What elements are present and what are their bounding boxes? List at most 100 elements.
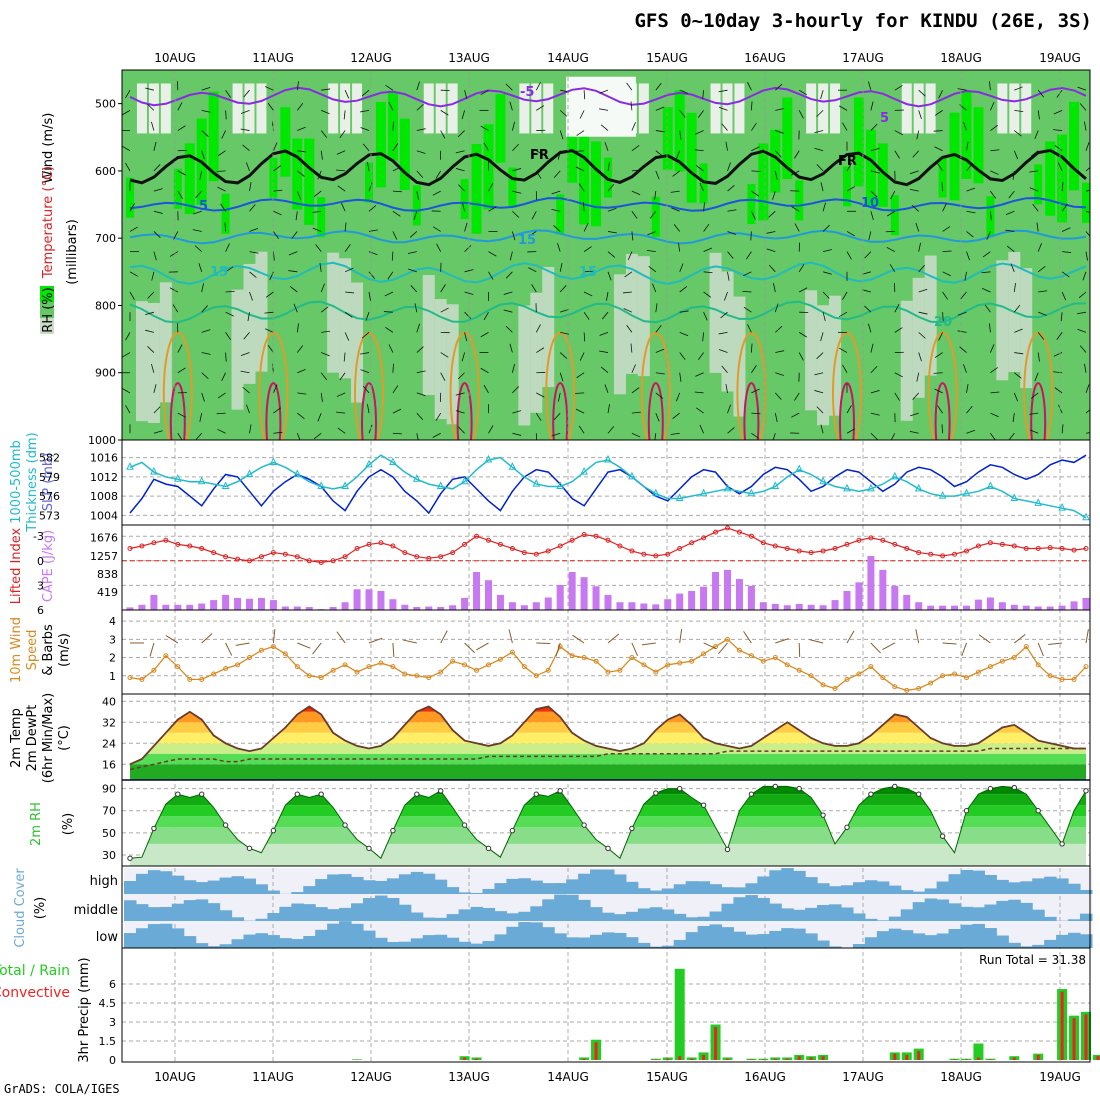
rh-high-band bbox=[747, 184, 756, 225]
rh-legend-dark bbox=[40, 286, 54, 302]
li-marker bbox=[486, 537, 491, 543]
cloud-fill bbox=[303, 904, 316, 921]
cloud-fill bbox=[183, 900, 197, 921]
rh-dry-band bbox=[543, 83, 554, 134]
wind-speed-marker bbox=[497, 656, 503, 662]
cloud-fill bbox=[470, 892, 484, 894]
li-marker bbox=[605, 537, 611, 543]
cloud-fill bbox=[422, 917, 436, 921]
cloud-fill bbox=[315, 929, 328, 948]
wind-speed-marker bbox=[390, 664, 396, 670]
cloud-fill bbox=[530, 880, 543, 894]
rh-dry-band bbox=[913, 83, 924, 134]
li-marker bbox=[653, 553, 659, 559]
rh-low-band bbox=[530, 292, 543, 413]
temp-contour bbox=[129, 86, 1087, 108]
wind-barb bbox=[336, 169, 346, 172]
thickness-marker bbox=[460, 476, 469, 485]
precip-conv-bar bbox=[893, 1053, 897, 1060]
cloud-clear bbox=[1044, 894, 1057, 921]
wind-barb bbox=[775, 130, 784, 134]
rh-low-band bbox=[231, 289, 244, 410]
wind-barb bbox=[297, 412, 305, 419]
cloud-fill bbox=[709, 924, 723, 948]
rh-dry-band bbox=[148, 83, 159, 134]
wind-barb-10m bbox=[555, 642, 561, 657]
wind-barb bbox=[392, 143, 399, 151]
wind-barb bbox=[457, 130, 465, 138]
temp-contour bbox=[129, 261, 1087, 285]
cloud-fill bbox=[948, 903, 962, 921]
cloud-fill bbox=[757, 876, 770, 894]
wind-barb bbox=[1013, 283, 1016, 293]
cape-bar bbox=[126, 607, 134, 610]
rh-high-band bbox=[853, 97, 864, 187]
cloud-fill bbox=[315, 879, 328, 894]
cloud-fill bbox=[590, 869, 603, 894]
wind-barb-10m bbox=[809, 639, 824, 644]
cape-bar bbox=[628, 602, 636, 610]
wind-barb bbox=[409, 231, 418, 238]
cloud-fill bbox=[1068, 932, 1081, 948]
wind-speed-marker bbox=[1035, 662, 1041, 668]
cape-bar bbox=[927, 605, 935, 610]
wind-barb bbox=[990, 412, 999, 418]
wind-speed-marker bbox=[796, 667, 802, 673]
rh-high-band bbox=[699, 163, 708, 204]
li-marker bbox=[175, 541, 181, 547]
wind-barb-10m bbox=[775, 638, 789, 644]
cape-bar bbox=[939, 605, 947, 610]
rh-fill-group bbox=[129, 785, 1087, 866]
wind-barb-10m bbox=[392, 642, 395, 657]
rh-high-band bbox=[1082, 182, 1090, 223]
cloud-clear bbox=[649, 868, 663, 894]
wind-barb bbox=[798, 263, 805, 273]
thickness-marker bbox=[269, 457, 278, 465]
wind-barb bbox=[727, 184, 735, 192]
wind-barb bbox=[198, 263, 203, 272]
cape-bar bbox=[1046, 606, 1054, 610]
cloud-fill bbox=[303, 936, 316, 948]
wind-speed-marker bbox=[641, 662, 647, 668]
wind-barb bbox=[344, 222, 347, 232]
cloud-axis-label-2: (%) bbox=[33, 897, 48, 920]
wind-barb bbox=[727, 404, 731, 414]
wind-barb bbox=[724, 291, 728, 301]
thickness-marker bbox=[604, 454, 612, 463]
wind-barb bbox=[391, 251, 394, 261]
wind-barb bbox=[177, 125, 186, 131]
cloud-fill bbox=[912, 891, 926, 894]
wind-speed-marker bbox=[844, 676, 850, 682]
cloud-clear bbox=[1056, 894, 1069, 921]
cloud-fill bbox=[554, 894, 567, 921]
wind-barb bbox=[264, 311, 274, 314]
wind-barb bbox=[321, 330, 331, 333]
wind-barb bbox=[648, 265, 657, 273]
wind-barb bbox=[941, 182, 943, 192]
cape-bar bbox=[592, 586, 600, 610]
li-marker bbox=[820, 548, 826, 554]
wind-barb bbox=[321, 88, 331, 91]
wind-barb bbox=[990, 391, 1000, 394]
cloud-fill bbox=[124, 881, 137, 894]
cloud-fill bbox=[351, 876, 364, 894]
pressure-tick: 1000 bbox=[88, 434, 116, 447]
wind-barb bbox=[583, 291, 593, 297]
wind-barb bbox=[679, 331, 689, 337]
cloud-fill bbox=[458, 909, 472, 921]
cloud-fill bbox=[482, 888, 495, 894]
wind-barb-10m bbox=[149, 642, 155, 657]
wind-barb bbox=[557, 392, 561, 402]
cape-bar bbox=[305, 606, 313, 610]
wind-barb bbox=[295, 211, 298, 221]
li-marker bbox=[784, 546, 790, 551]
wind-barb bbox=[966, 163, 973, 172]
wind-barb bbox=[192, 229, 202, 232]
li-marker bbox=[1083, 546, 1089, 551]
cloud-fill bbox=[661, 945, 675, 948]
wind-barb bbox=[383, 311, 393, 313]
cape-bar bbox=[1082, 597, 1090, 610]
wind-barb bbox=[938, 332, 943, 341]
wind-barb bbox=[273, 431, 283, 434]
li-tick: 6 bbox=[37, 604, 44, 617]
